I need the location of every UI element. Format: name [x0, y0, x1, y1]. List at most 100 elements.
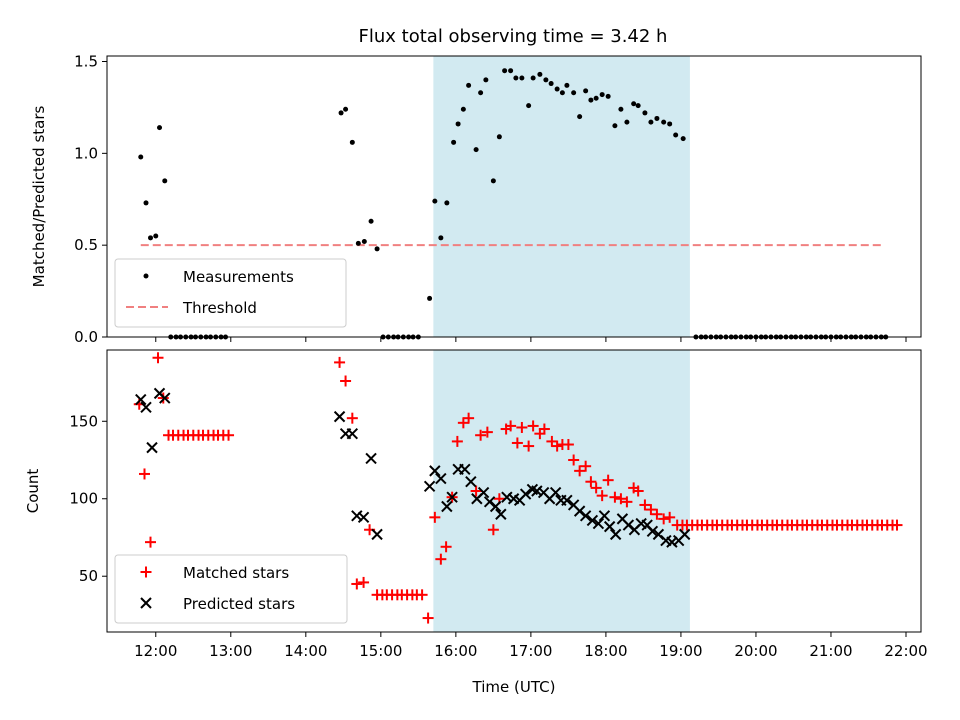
matched-point: [505, 420, 517, 432]
chart-title: Flux total observing time = 3.42 h: [359, 26, 668, 47]
predicted-point: [586, 514, 599, 527]
predicted-point: [678, 528, 691, 541]
data-point: [502, 68, 508, 74]
ratio-panel: 0.0 0.5 1.0 1.5 Matched/Predicted stars Mea…: [30, 53, 922, 346]
data-point: [483, 77, 489, 83]
count-legend-box: [114, 554, 348, 624]
matched-point: [632, 485, 644, 497]
data-point: [559, 90, 565, 96]
data-point: [490, 178, 496, 184]
matched-point: [527, 420, 539, 432]
data-point: [455, 121, 461, 127]
data-point: [554, 86, 560, 92]
predicted-point: [346, 427, 359, 440]
matched-point: [551, 440, 563, 452]
matched-point: [523, 440, 535, 452]
data-point: [642, 110, 648, 116]
predicted-point: [603, 520, 616, 533]
matched-point: [511, 437, 523, 449]
data-point: [460, 106, 466, 112]
x-axis-label: Time (UTC): [472, 678, 556, 696]
matched-point: [615, 493, 627, 505]
data-point: [661, 119, 667, 125]
matched-point: [621, 496, 633, 508]
data-point: [343, 106, 349, 112]
predicted-point: [549, 486, 562, 499]
predicted-point: [351, 510, 363, 522]
count-panel-frame: [106, 349, 922, 633]
matched-point: [435, 553, 447, 565]
data-point: [564, 82, 570, 88]
matched-point: [538, 423, 550, 435]
matched-point: [487, 524, 499, 536]
data-point: [466, 82, 472, 88]
y-tick-label: 0.0: [74, 328, 98, 346]
legend-label-matched-stars: Matched stars: [183, 564, 289, 582]
x-tick-label: 18:00: [584, 642, 627, 660]
predicted-point: [135, 393, 147, 406]
predicted-point: [592, 517, 605, 530]
matched-point: [451, 435, 463, 447]
predicted-point: [459, 463, 471, 476]
data-point: [368, 218, 374, 224]
matched-point: [516, 421, 528, 433]
predicted-point: [159, 392, 171, 404]
matched-point: [145, 536, 157, 548]
matched-point: [223, 429, 235, 441]
legend-label-predicted-stars: Predicted stars: [183, 595, 295, 613]
data-point: [618, 106, 624, 112]
count-legend: Matched stars Predicted stars: [114, 554, 348, 624]
y-tick-label: 150: [69, 412, 98, 430]
x-tick-label: 15:00: [359, 642, 402, 660]
matched-point: [481, 426, 493, 438]
data-point: [648, 119, 654, 125]
legend-label-measurements: Measurements: [183, 268, 294, 286]
predicted-point: [495, 508, 507, 520]
ratio-panel-frame: [106, 55, 922, 338]
data-point: [438, 235, 444, 241]
data-point: [374, 246, 380, 252]
predicted-point: [441, 500, 453, 513]
matched-point: [358, 576, 370, 588]
x-tick-label: 20:00: [734, 642, 777, 660]
legend-marker-matched-stars: [140, 566, 152, 578]
predicted-point: [598, 510, 611, 522]
y-tick-label: 100: [69, 490, 98, 508]
data-point: [508, 68, 514, 74]
x-tick-label: 21:00: [809, 642, 852, 660]
matched-point: [440, 541, 452, 553]
matched-point: [139, 468, 151, 480]
matched-point: [574, 465, 586, 477]
predicted-point: [429, 465, 441, 477]
predicted-point: [446, 491, 458, 503]
predicted-point: [357, 511, 370, 524]
matched-point: [639, 499, 651, 511]
x-tick-label: 12:00: [134, 642, 177, 660]
ratio-legend: Measurements Threshold: [114, 258, 347, 328]
data-point: [530, 75, 536, 81]
matched-point: [334, 356, 346, 368]
data-point: [583, 88, 589, 94]
predicted-point: [489, 500, 502, 513]
data-point: [153, 233, 159, 239]
data-point: [338, 110, 344, 116]
ratio-legend-box: [114, 258, 347, 328]
predicted-point: [423, 480, 436, 493]
matched-point: [658, 513, 670, 525]
predicted-point: [333, 410, 346, 423]
data-point: [162, 178, 168, 184]
data-point: [631, 101, 637, 107]
data-point: [427, 295, 433, 301]
matched-point: [475, 429, 487, 441]
data-point: [513, 75, 519, 81]
data-point: [593, 95, 599, 101]
predicted-point: [477, 486, 490, 499]
matched-point: [351, 578, 363, 590]
legend-marker-measurements: [143, 273, 149, 279]
matched-point: [664, 511, 676, 523]
data-point: [138, 154, 144, 160]
matched-point: [602, 474, 614, 486]
matched-point: [651, 508, 663, 520]
x-tick-label: 17:00: [509, 642, 552, 660]
